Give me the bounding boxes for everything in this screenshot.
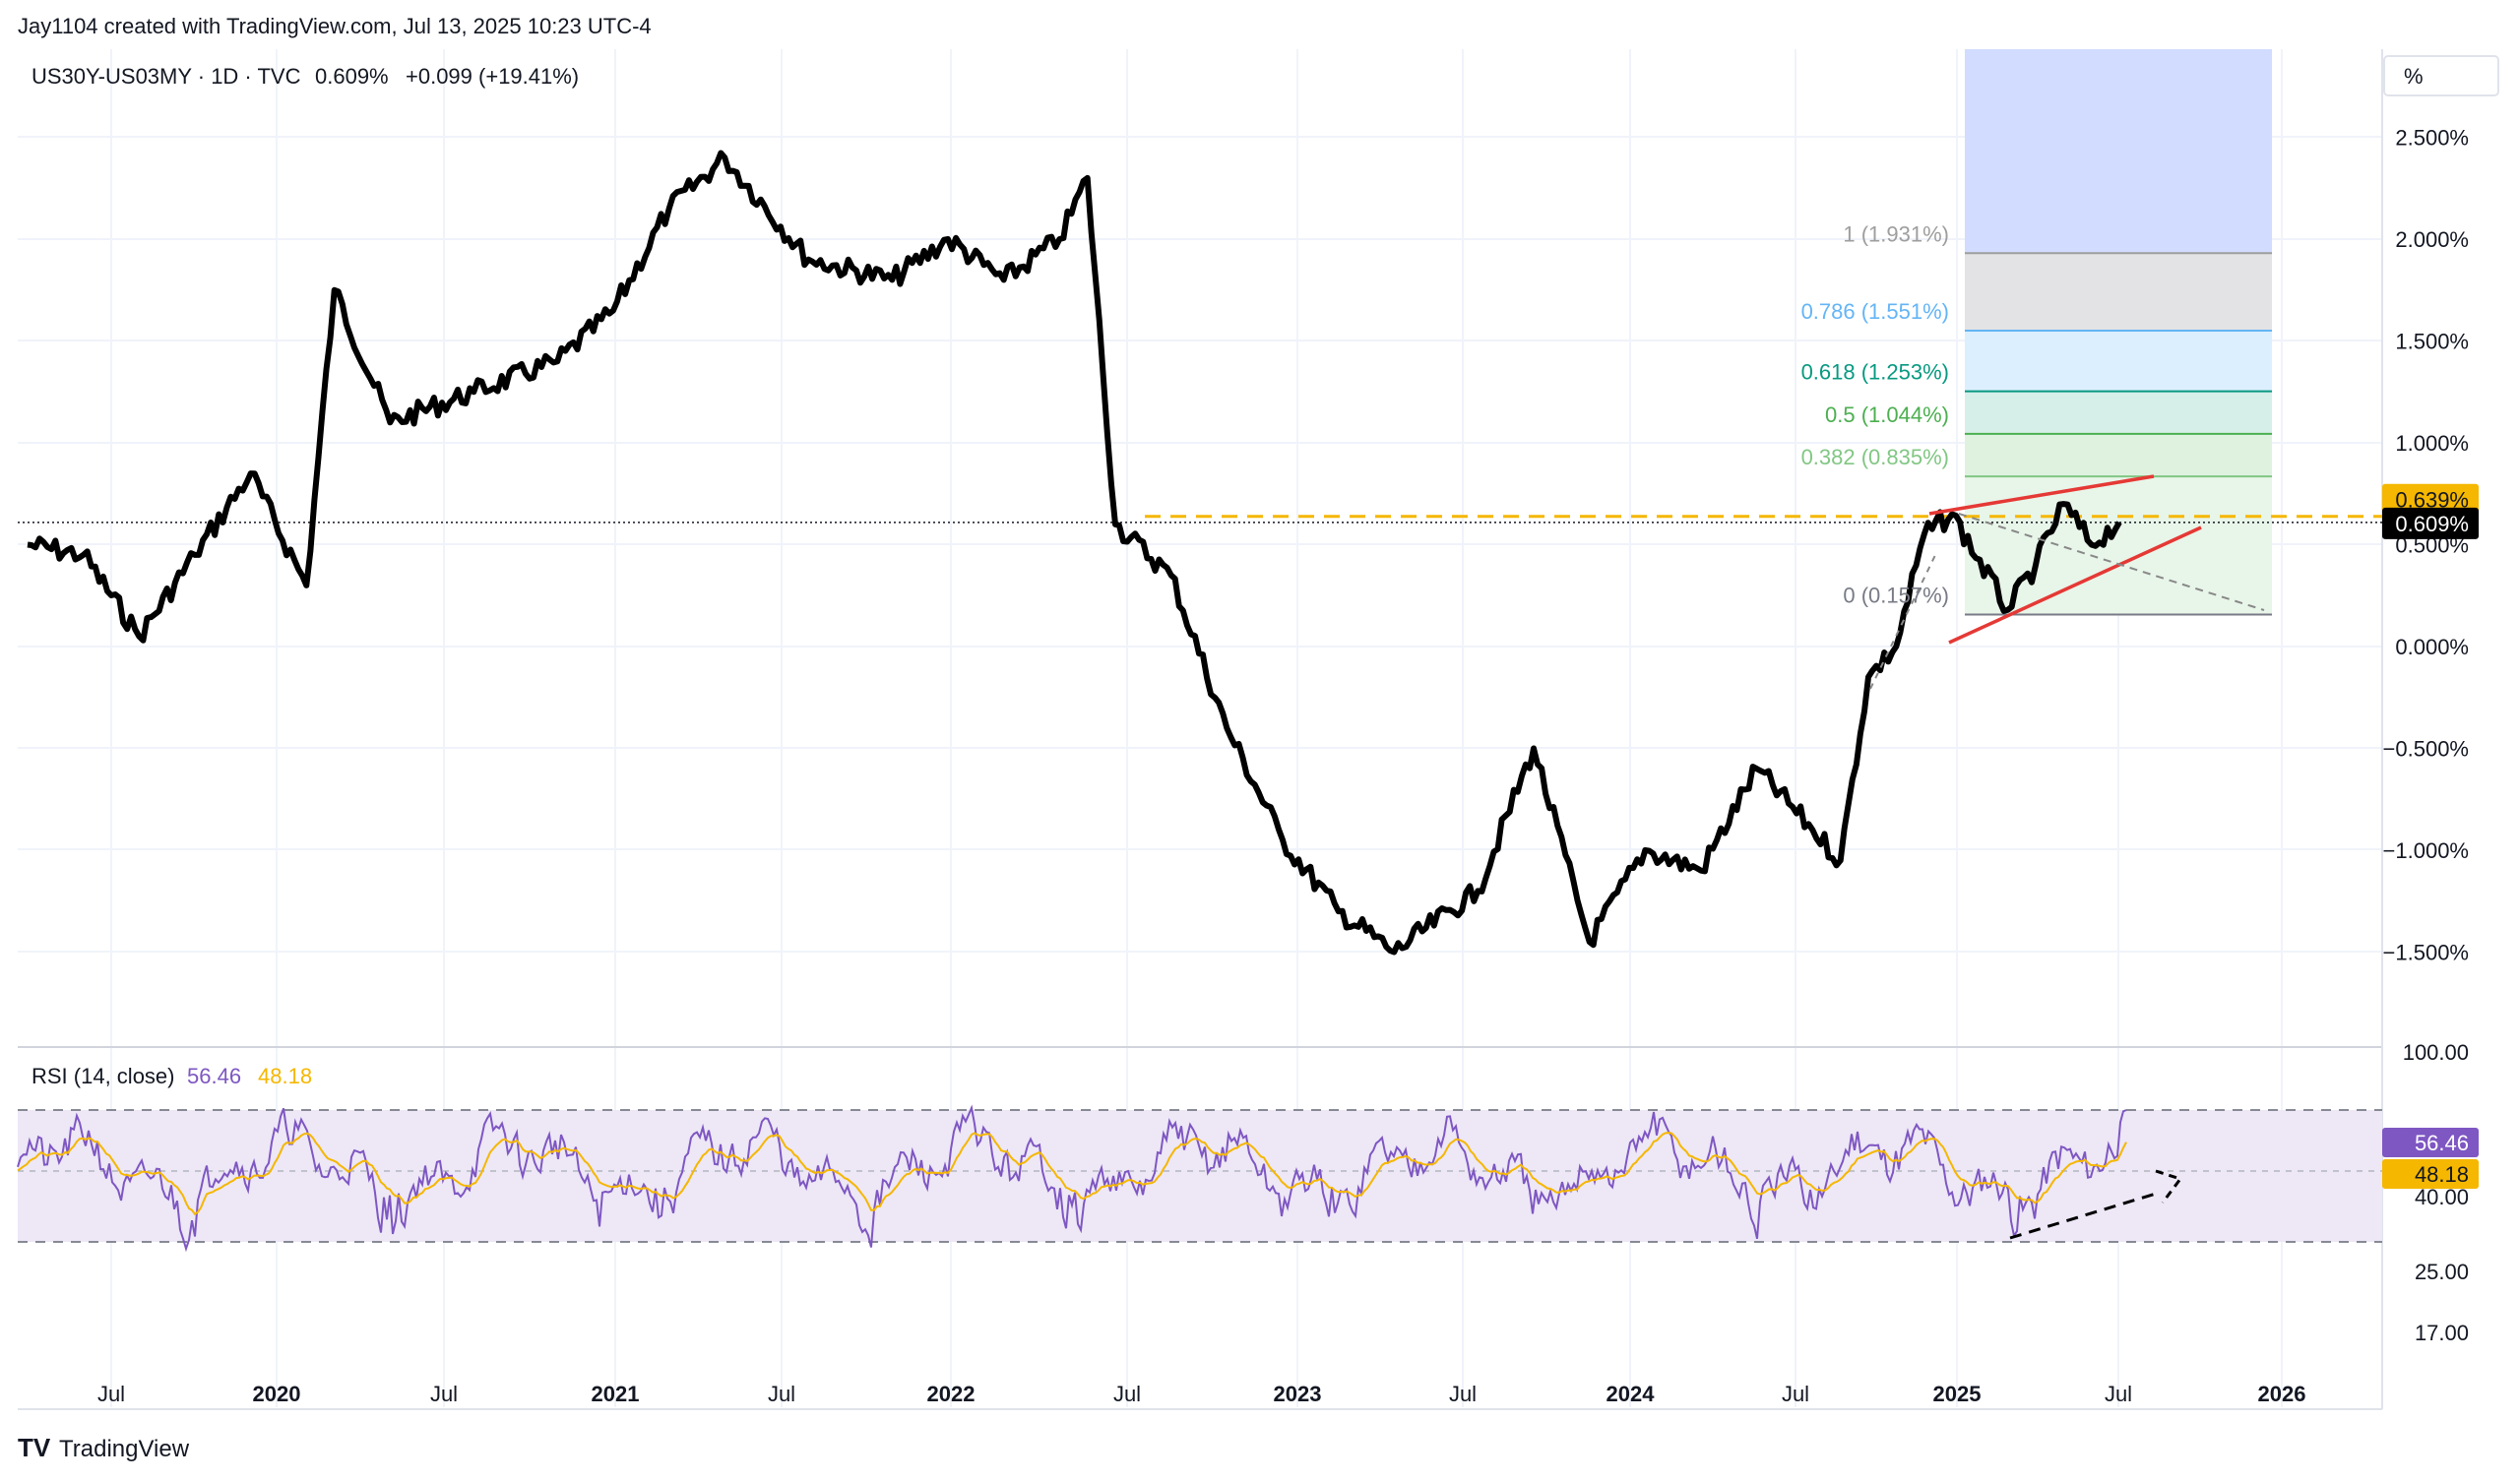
tv-logo-icon: TV xyxy=(18,1433,51,1462)
time-tick: Jul xyxy=(768,1382,795,1406)
brand-text: TradingView xyxy=(59,1436,190,1462)
time-tick: Jul xyxy=(1782,1382,1809,1406)
upper-trendline xyxy=(1928,474,2155,516)
rsi-badge-value xyxy=(2382,1128,2479,1157)
time-tick: 2025 xyxy=(1933,1382,1982,1406)
legend-symbol[interactable]: US30Y-US03MY · 1D · TVC xyxy=(32,64,301,89)
time-tick: 2021 xyxy=(592,1382,640,1406)
rsi-ma-value: 48.18 xyxy=(258,1064,312,1088)
rsi-badge-ma xyxy=(2382,1159,2479,1189)
fib-level-label: 0.5 (1.044%) xyxy=(1825,402,1949,427)
wedge-trendlines[interactable] xyxy=(1928,474,2202,645)
price-line-series[interactable] xyxy=(27,150,2122,956)
price-tick: 0.000% xyxy=(2395,635,2469,659)
lower-trendline xyxy=(1948,525,2202,645)
fib-labels: 1 (1.931%) 0.786 (1.551%) 0.618 (1.253%) 0.… xyxy=(1801,221,1949,607)
rsi-divergence-line[interactable] xyxy=(2009,1192,2157,1240)
unit-label: % xyxy=(2404,64,2424,89)
time-tick: 2024 xyxy=(1606,1382,1656,1406)
fib-level-label: 1 (1.931%) xyxy=(1843,221,1949,246)
rsi-ma-series[interactable] xyxy=(17,1132,2127,1216)
rsi-tick-100: 100.00 xyxy=(2403,1040,2469,1065)
time-tick: 2022 xyxy=(927,1382,976,1406)
time-tick: Jul xyxy=(1113,1382,1141,1406)
fib-level-label: 0.618 (1.253%) xyxy=(1801,360,1949,385)
rsi-band-fill xyxy=(18,1110,2382,1242)
price-tick: 2.500% xyxy=(2395,126,2469,151)
legend-last: 0.609% xyxy=(315,64,389,89)
fib-zone xyxy=(1965,391,2272,434)
time-tick: Jul xyxy=(430,1382,458,1406)
price-tick: 1.000% xyxy=(2395,431,2469,456)
rsi-arrow-icon[interactable] xyxy=(2155,1169,2183,1204)
fib-zone xyxy=(1965,476,2272,615)
time-axis[interactable]: Jul 2020 Jul 2021 Jul 2022 Jul 2023 Jul 2024 Jul 20… xyxy=(97,1382,2306,1406)
svg-text:0.609%: 0.609% xyxy=(2395,512,2469,536)
rsi-line-series[interactable] xyxy=(17,1104,2127,1253)
fib-level-label: 0 (0.157%) xyxy=(1843,584,1949,608)
time-tick: 2023 xyxy=(1274,1382,1322,1406)
rsi-value: 56.46 xyxy=(187,1064,241,1088)
fib-zone-top xyxy=(1965,49,2272,254)
time-tick: Jul xyxy=(97,1382,125,1406)
projection-dashed-line[interactable] xyxy=(1958,513,2265,611)
fib-zone xyxy=(1965,433,2272,477)
time-tick: Jul xyxy=(2105,1382,2132,1406)
fib-level-label: 0.786 (1.551%) xyxy=(1801,299,1949,324)
rsi-badge-value-text: 56.46 xyxy=(2415,1131,2469,1155)
rsi-badge-ma-text: 48.18 xyxy=(2415,1162,2469,1187)
time-tick: Jul xyxy=(1449,1382,1477,1406)
price-tick: −1.500% xyxy=(2383,941,2469,965)
unit-button[interactable] xyxy=(2383,55,2499,96)
fib-level-label: 0.382 (0.835%) xyxy=(1801,445,1949,469)
rsi-tick-17: 17.00 xyxy=(2415,1321,2469,1345)
badge-last: 0.609% xyxy=(2382,507,2479,539)
tradingview-logo[interactable]: TV TradingView xyxy=(18,1433,190,1462)
price-tick: 2.000% xyxy=(2395,227,2469,252)
time-tick: 2020 xyxy=(253,1382,301,1406)
time-tick: 2026 xyxy=(2258,1382,2306,1406)
rsi-tick-40: 40.00 xyxy=(2415,1185,2469,1209)
fib-base-line[interactable] xyxy=(1869,550,1938,690)
price-tick: 1.500% xyxy=(2395,330,2469,354)
price-tick: −0.500% xyxy=(2383,737,2469,762)
rsi-tick-25: 25.00 xyxy=(2415,1260,2469,1284)
price-scale[interactable]: 2.500%2.000%1.500%1.000%0.500%0.000%−0.5… xyxy=(2383,126,2469,965)
fib-zone xyxy=(1965,330,2272,392)
legend-change: +0.099 (+19.41%) xyxy=(406,64,579,89)
badge-target: 0.639% xyxy=(2382,483,2479,516)
fib-zone xyxy=(1965,253,2272,331)
price-tick: −1.000% xyxy=(2383,838,2469,863)
credit-text: Jay1104 created with TradingView.com, Ju… xyxy=(18,14,652,38)
rsi-scale[interactable]: 100.00 40.00 25.00 17.00 xyxy=(2403,1040,2469,1345)
rsi-title[interactable]: RSI (14, close) xyxy=(32,1064,175,1088)
